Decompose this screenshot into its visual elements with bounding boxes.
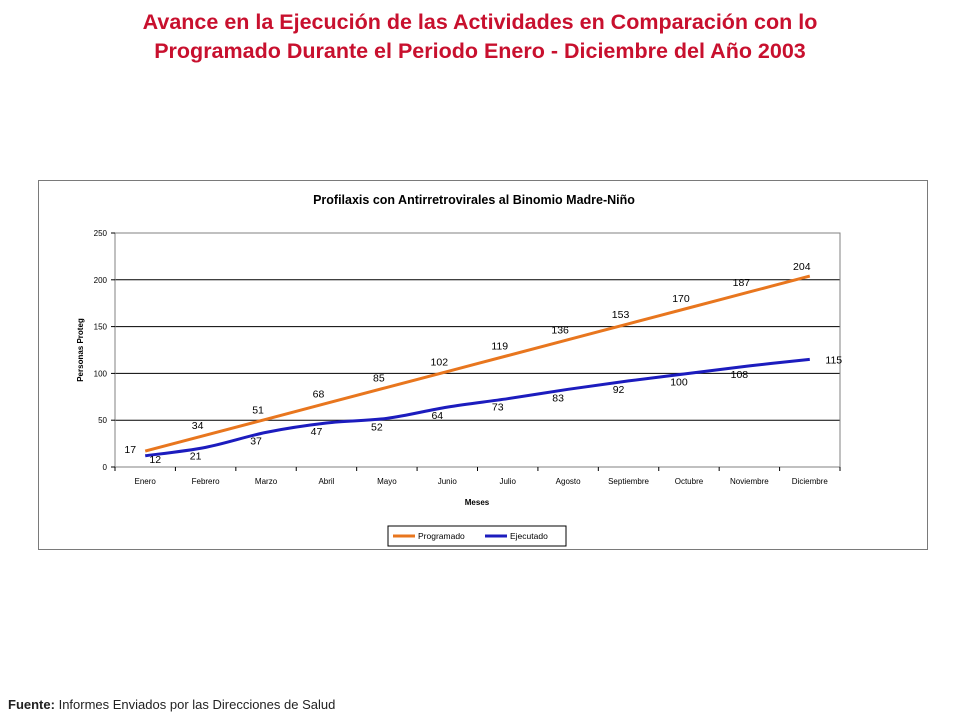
x-tick-label: Noviembre bbox=[730, 477, 769, 486]
data-label-ejecutado: 12 bbox=[149, 454, 161, 466]
x-tick-label: Enero bbox=[135, 477, 157, 486]
data-label-programado: 153 bbox=[612, 309, 630, 321]
chart-frame: Profilaxis con Antirretrovirales al Bino… bbox=[38, 180, 928, 550]
line-chart: Profilaxis con Antirretrovirales al Bino… bbox=[76, 193, 842, 547]
x-tick-label: Septiembre bbox=[608, 477, 649, 486]
y-tick-label: 0 bbox=[103, 463, 108, 472]
data-label-programado: 170 bbox=[672, 293, 690, 305]
y-axis-title: Personas Proteg bbox=[76, 318, 85, 382]
y-tick-label: 50 bbox=[98, 416, 107, 425]
data-label-ejecutado: 64 bbox=[431, 410, 443, 422]
x-tick-label: Mayo bbox=[377, 477, 397, 486]
data-label-ejecutado: 100 bbox=[670, 376, 688, 388]
data-label-ejecutado: 52 bbox=[371, 421, 383, 433]
x-tick-label: Diciembre bbox=[792, 477, 829, 486]
data-label-ejecutado: 83 bbox=[552, 392, 564, 404]
data-label-programado: 68 bbox=[313, 388, 325, 400]
y-tick-label: 100 bbox=[94, 369, 108, 378]
x-tick-label: Junio bbox=[438, 477, 458, 486]
data-label-ejecutado: 47 bbox=[311, 426, 323, 438]
data-label-programado: 187 bbox=[733, 277, 751, 289]
data-label-programado: 34 bbox=[192, 420, 204, 432]
x-tick-label: Julio bbox=[499, 477, 516, 486]
series-line-programado bbox=[144, 274, 811, 453]
data-label-ejecutado: 92 bbox=[613, 384, 625, 396]
data-label-ejecutado: 37 bbox=[250, 435, 262, 447]
series-line-ejecutado bbox=[145, 357, 810, 458]
data-label-programado: 204 bbox=[793, 261, 811, 273]
y-tick-label: 250 bbox=[94, 229, 108, 238]
x-tick-label: Octubre bbox=[675, 477, 704, 486]
data-label-ejecutado: 108 bbox=[731, 369, 749, 381]
x-tick-label: Agosto bbox=[556, 477, 581, 486]
data-label-programado: 17 bbox=[124, 444, 136, 456]
y-tick-label: 200 bbox=[94, 276, 108, 285]
x-axis-title: Meses bbox=[465, 498, 490, 507]
footer-label: Fuente: bbox=[8, 697, 55, 712]
data-label-ejecutado: 115 bbox=[825, 354, 842, 366]
y-axis: 0 50 100 150 200 250 bbox=[94, 229, 115, 472]
x-tick-label: Marzo bbox=[255, 477, 278, 486]
legend-label-ejecutado: Ejecutado bbox=[510, 531, 548, 541]
x-tick-label: Abril bbox=[318, 477, 334, 486]
legend-label-programado: Programado bbox=[418, 531, 465, 541]
data-label-programado: 85 bbox=[373, 372, 385, 384]
legend: Programado Ejecutado bbox=[387, 525, 567, 547]
data-label-programado: 119 bbox=[491, 341, 508, 353]
x-tick-label: Febrero bbox=[192, 477, 221, 486]
data-label-programado: 51 bbox=[252, 404, 264, 416]
series-lines bbox=[144, 274, 811, 458]
chart-title: Profilaxis con Antirretrovirales al Bino… bbox=[313, 193, 635, 207]
gridlines bbox=[115, 279, 840, 421]
data-label-ejecutado: 21 bbox=[190, 450, 202, 462]
slide-title-line-1: Avance en la Ejecución de las Actividade… bbox=[142, 10, 818, 34]
data-label-programado: 136 bbox=[551, 325, 569, 337]
footer-text: Informes Enviados por las Direcciones de… bbox=[58, 697, 336, 712]
source-footer: Fuente: Informes Enviados por las Direcc… bbox=[8, 697, 335, 712]
data-labels: 17 34 51 68 85 102 119 136 153 170 187 204 12 21 37 47 5… bbox=[124, 261, 842, 466]
data-label-programado: 102 bbox=[431, 357, 449, 369]
x-axis: Enero Febrero Marzo Abril Mayo Junio Julio Agos… bbox=[114, 467, 841, 486]
y-tick-label: 150 bbox=[94, 323, 108, 332]
data-label-ejecutado: 73 bbox=[492, 402, 504, 414]
slide-title: Avance en la Ejecución de las Actividade… bbox=[0, 8, 960, 66]
legend-box bbox=[387, 525, 567, 547]
slide-title-line-2: Programado Durante el Periodo Enero - Di… bbox=[154, 39, 806, 63]
